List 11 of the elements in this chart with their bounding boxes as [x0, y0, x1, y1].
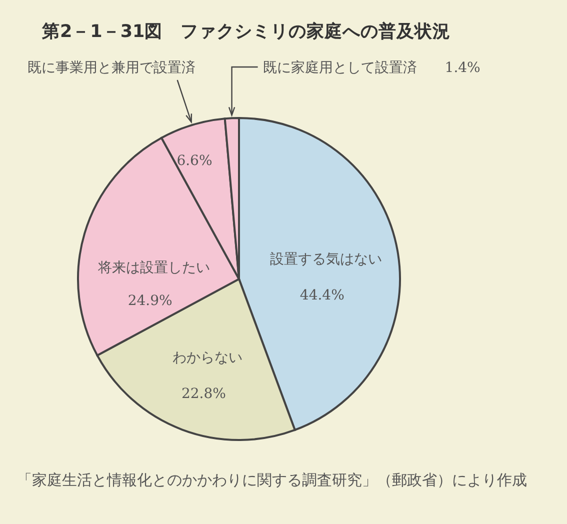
data-label: 44.4%: [300, 287, 344, 304]
text: 「家庭生活と情報化とのかかわりに関する調査研究」（郵政省）により作成: [17, 471, 527, 490]
data-label: 22.8%: [181, 386, 226, 402]
slice-label: 既に家庭用として設置済 1.4%: [262, 60, 480, 76]
slice-label: わからない: [172, 350, 243, 366]
slice-label: 将来は設置したい: [97, 260, 210, 276]
data-label: 24.9%: [128, 292, 172, 309]
data-label: 6.6%: [176, 152, 212, 169]
slice-label: 既に事業用と兼用で設置済: [27, 60, 196, 76]
slice-label: 設置する気はない: [270, 251, 382, 268]
chart-title: 第2－1－31図 ファクシミリの家庭への普及状況: [42, 20, 451, 43]
